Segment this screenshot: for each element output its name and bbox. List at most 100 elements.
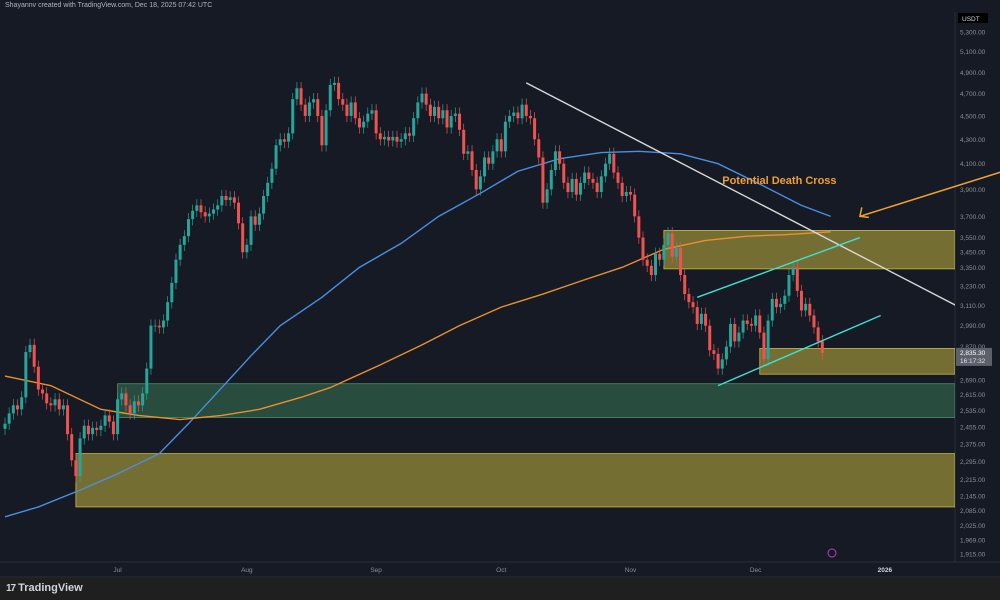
candle — [228, 191, 232, 207]
candle-body — [666, 233, 670, 245]
candle — [53, 393, 57, 412]
candle — [495, 133, 499, 158]
candle-body — [353, 102, 357, 119]
candle — [91, 421, 95, 441]
tradingview-logo[interactable]: 17 TradingView — [6, 582, 83, 594]
y-tick-label: 4,300.00 — [960, 137, 986, 144]
candle — [774, 292, 778, 314]
candle-body — [758, 315, 762, 333]
candle — [128, 399, 132, 420]
candle — [562, 157, 566, 190]
candle — [808, 297, 812, 322]
candle — [287, 127, 291, 148]
candle-body — [166, 302, 170, 321]
candle-body — [458, 113, 462, 130]
candle — [478, 170, 482, 196]
candle — [20, 391, 24, 416]
candle — [145, 362, 149, 400]
candle-body — [70, 434, 74, 461]
candle — [136, 395, 140, 412]
candle-countdown: 16:17:32 — [960, 358, 986, 365]
candle — [61, 399, 65, 416]
candle-body — [320, 115, 324, 146]
candle-body — [574, 178, 578, 195]
y-tick-label: 2,455.00 — [960, 424, 986, 431]
y-tick-label: 2,375.00 — [960, 441, 986, 448]
candle — [249, 210, 253, 252]
candle-body — [620, 182, 624, 196]
currency-label: USDT — [962, 16, 980, 23]
candle-body — [741, 320, 745, 333]
candle — [378, 127, 382, 146]
candle-body — [687, 294, 691, 303]
candle — [412, 112, 416, 142]
candle — [382, 130, 386, 146]
y-tick-label: 4,100.00 — [960, 161, 986, 168]
candle — [24, 345, 28, 404]
candle-body — [45, 393, 49, 404]
candle — [812, 309, 816, 334]
candle-body — [654, 253, 658, 276]
candle-body — [199, 205, 203, 213]
candle-body — [278, 139, 282, 146]
candle-body — [512, 112, 516, 116]
candle — [328, 78, 332, 117]
candle — [362, 115, 366, 134]
candle-body — [28, 344, 32, 353]
candle — [212, 203, 215, 220]
candle — [624, 185, 628, 203]
y-tick-label: 2,990.00 — [960, 323, 986, 330]
candle-body — [674, 247, 678, 257]
candle — [616, 166, 620, 190]
candle — [11, 399, 15, 420]
price-chart[interactable]: Potential Death Cross USDT 5,300.00 5,100.0… — [0, 0, 1000, 578]
candle-body — [428, 104, 432, 116]
candle-body — [312, 99, 316, 103]
candle — [349, 96, 353, 123]
candle-body — [466, 151, 470, 154]
candle — [645, 253, 649, 273]
candle — [266, 176, 270, 203]
y-tick-label: 4,500.00 — [960, 113, 986, 120]
candle — [341, 93, 345, 111]
candle-body — [274, 145, 278, 169]
candle-body — [608, 153, 612, 164]
candle — [7, 407, 11, 430]
candle-body — [545, 189, 549, 203]
candle-body — [578, 182, 582, 195]
candle-body — [445, 110, 449, 128]
zone-support-2 — [117, 383, 955, 418]
candle-body — [36, 366, 40, 390]
candle-body — [787, 275, 791, 296]
candle-body — [433, 106, 437, 116]
candle-body — [91, 427, 95, 435]
candle — [508, 109, 512, 128]
candle-body — [474, 169, 478, 190]
chart-attribution: Shayannv created with TradingView.com, D… — [0, 0, 1000, 12]
candle-body — [816, 327, 820, 342]
candle-body — [624, 191, 628, 196]
candle-body — [57, 399, 61, 410]
candle-body — [391, 136, 395, 141]
candle — [111, 415, 115, 441]
candle — [312, 93, 316, 109]
candle-body — [103, 415, 107, 426]
x-tick-label: 2026 — [878, 567, 893, 574]
candle — [74, 454, 78, 483]
x-tick-label: Oct — [496, 567, 506, 574]
candle-body — [53, 399, 57, 406]
candle-body — [228, 197, 232, 200]
candle-body — [629, 191, 632, 195]
candle — [120, 387, 124, 406]
y-tick-label: 3,700.00 — [960, 214, 986, 221]
candle — [345, 98, 349, 123]
candle-body — [332, 82, 336, 85]
candle — [745, 314, 749, 331]
candle-body — [812, 315, 816, 328]
candle — [441, 104, 445, 125]
candle — [512, 106, 516, 123]
candle — [612, 147, 616, 179]
candle — [499, 133, 503, 158]
candle-body — [107, 415, 111, 422]
candle-body — [170, 282, 174, 303]
